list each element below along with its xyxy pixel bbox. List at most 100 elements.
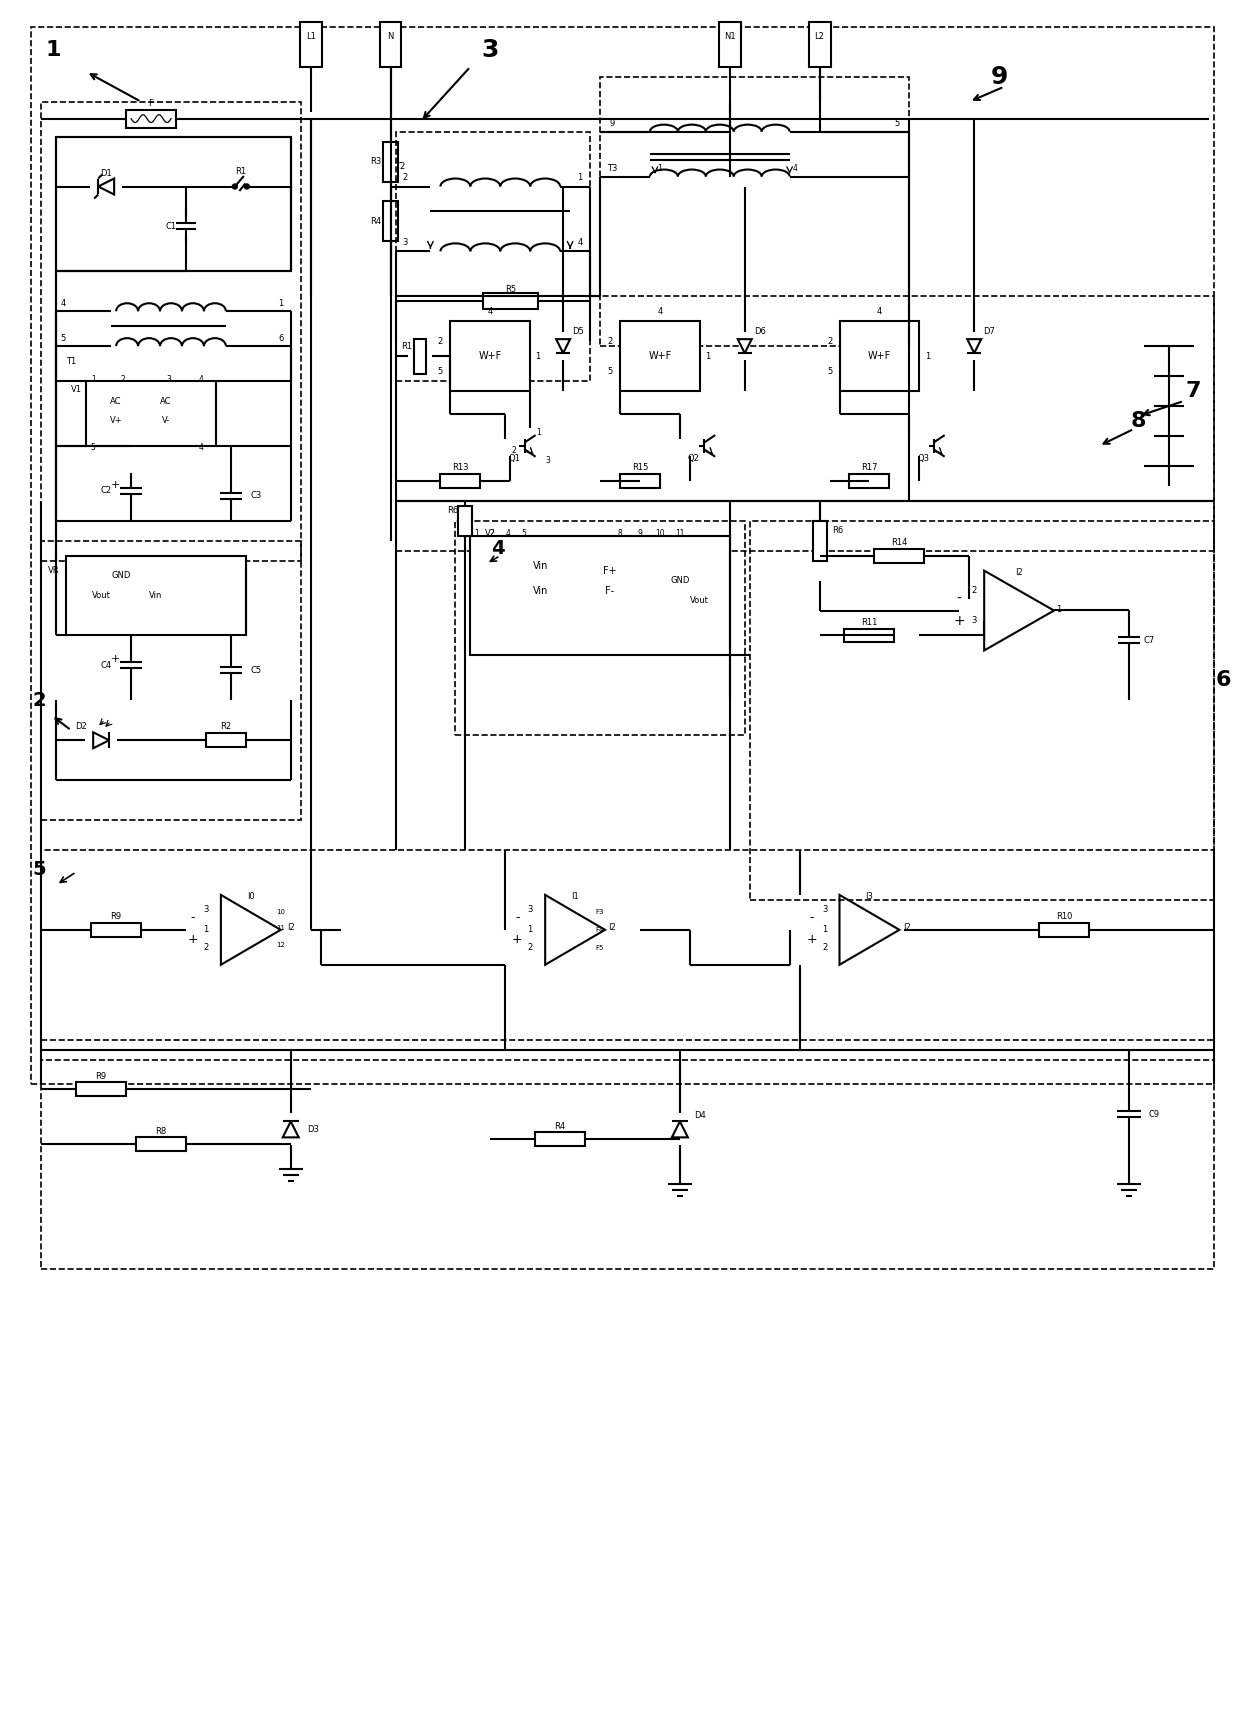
Text: 3: 3	[546, 457, 551, 466]
Bar	[383, 142, 398, 181]
Text: I0: I0	[247, 892, 254, 902]
Polygon shape	[93, 733, 109, 748]
Text: 4: 4	[61, 298, 66, 308]
Text: F5: F5	[596, 945, 604, 950]
Bar	[455, 520, 745, 734]
Text: 1: 1	[91, 375, 95, 383]
Text: R9: R9	[95, 1072, 107, 1080]
Text: D3: D3	[306, 1125, 319, 1133]
Text: 3: 3	[822, 906, 827, 914]
Text: R4: R4	[370, 217, 381, 226]
Text: 4: 4	[657, 306, 662, 315]
Text: -: -	[191, 911, 195, 924]
Text: 8: 8	[618, 529, 622, 538]
Text: 2: 2	[827, 337, 832, 346]
Text: 2: 2	[403, 173, 408, 181]
Text: N1: N1	[724, 33, 735, 41]
Text: Q3: Q3	[918, 454, 929, 464]
Text: 2: 2	[203, 943, 208, 952]
Bar	[206, 733, 246, 746]
Text: R3: R3	[370, 158, 381, 166]
Polygon shape	[98, 178, 114, 195]
Text: Vin: Vin	[149, 591, 162, 601]
Text: V-: V-	[162, 416, 170, 426]
Bar	[482, 293, 538, 310]
Bar	[56, 137, 290, 270]
Text: 4: 4	[578, 238, 583, 247]
Text: +: +	[806, 933, 817, 947]
Circle shape	[232, 183, 237, 188]
Text: R13: R13	[453, 464, 469, 473]
Bar	[719, 22, 740, 67]
Bar	[41, 541, 301, 820]
Text: D6: D6	[754, 327, 765, 336]
Text: W+F: W+F	[479, 351, 502, 361]
Text: 1: 1	[278, 298, 284, 308]
Text: W+F: W+F	[649, 351, 672, 361]
Text: R4: R4	[554, 1121, 565, 1132]
Text: +: +	[110, 654, 120, 664]
Text: R14: R14	[892, 538, 908, 548]
Text: C2: C2	[100, 486, 112, 495]
Text: 1: 1	[474, 529, 479, 538]
Text: I2: I2	[904, 923, 911, 933]
Text: R9: R9	[110, 912, 122, 921]
Bar	[750, 520, 1214, 901]
Text: C4: C4	[100, 661, 112, 669]
Text: 11: 11	[675, 529, 684, 538]
Text: D2: D2	[76, 722, 87, 731]
Text: F+: F+	[603, 565, 616, 575]
Text: GND: GND	[112, 572, 130, 580]
Text: 2: 2	[608, 337, 613, 346]
Text: 9: 9	[609, 120, 615, 128]
Text: -: -	[515, 911, 520, 924]
Text: T2: T2	[396, 163, 405, 171]
Text: 5: 5	[91, 443, 95, 452]
Text: 3: 3	[403, 238, 408, 247]
Text: 5: 5	[608, 366, 613, 375]
Text: 7: 7	[1185, 382, 1202, 401]
Text: C3: C3	[250, 491, 262, 500]
Text: Vout: Vout	[691, 596, 709, 604]
Text: 2: 2	[512, 447, 517, 455]
Text: 3: 3	[481, 38, 498, 62]
Bar	[66, 556, 246, 635]
Bar	[1039, 923, 1089, 936]
Text: 8: 8	[1131, 411, 1147, 431]
Text: L2: L2	[815, 33, 825, 41]
Text: 4: 4	[506, 529, 511, 538]
Text: 3: 3	[203, 906, 208, 914]
Bar	[450, 322, 531, 390]
Text: 5: 5	[32, 861, 46, 880]
Polygon shape	[672, 1121, 688, 1137]
Text: 9: 9	[991, 65, 1008, 89]
Text: 2: 2	[438, 337, 443, 346]
Bar	[396, 296, 1214, 551]
Polygon shape	[557, 339, 570, 353]
Text: R10: R10	[1055, 912, 1073, 921]
Bar	[470, 536, 730, 656]
Text: GND: GND	[670, 577, 689, 586]
Text: 4: 4	[487, 306, 494, 315]
Text: F3: F3	[595, 909, 604, 914]
Bar	[414, 339, 427, 373]
Text: 2: 2	[972, 586, 977, 596]
Text: W+F: W+F	[868, 351, 892, 361]
Bar	[136, 1137, 186, 1152]
Text: L1: L1	[306, 33, 316, 41]
Text: R6: R6	[446, 507, 458, 515]
Text: I2: I2	[608, 923, 616, 933]
Bar	[844, 628, 894, 642]
Text: 1: 1	[657, 164, 662, 173]
Circle shape	[244, 183, 249, 188]
Bar	[874, 548, 924, 563]
Bar	[76, 1082, 126, 1096]
Text: 1: 1	[536, 351, 541, 361]
Text: 2: 2	[822, 943, 827, 952]
Bar	[383, 202, 398, 241]
Text: I2: I2	[1016, 568, 1023, 577]
Bar	[812, 520, 827, 560]
Text: 4: 4	[877, 306, 882, 315]
Text: R1: R1	[401, 342, 412, 351]
Text: R5: R5	[505, 284, 516, 294]
